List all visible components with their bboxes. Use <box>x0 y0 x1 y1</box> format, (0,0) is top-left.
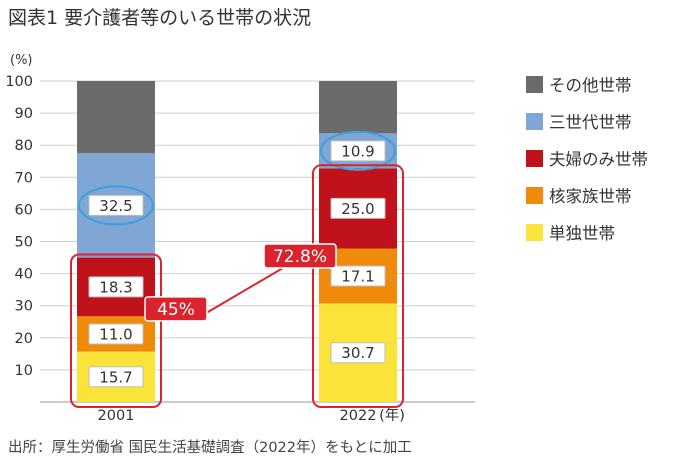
bar-segment <box>319 81 397 134</box>
legend-item: 夫婦のみ世帯 <box>526 148 648 169</box>
highlight-circle <box>78 185 154 226</box>
chart-legend: その他世帯三世代世帯夫婦のみ世帯 核家族世帯単独世帯 <box>526 74 648 259</box>
callout-45-percent-box <box>144 296 208 322</box>
legend-label: 夫婦のみ世帯 <box>549 150 648 169</box>
legend-item: その他世帯 <box>526 74 648 95</box>
data-label: 11.0 <box>99 325 132 343</box>
y-axis-unit-label: (%) <box>10 53 33 68</box>
data-label: 17.1 <box>341 268 374 286</box>
x-axis-unit-label: (年) <box>379 407 405 424</box>
highlight-bracket <box>312 164 404 408</box>
y-tick-label: 70 <box>15 170 33 186</box>
highlight-circle <box>320 130 396 171</box>
legend-swatch <box>526 75 543 93</box>
highlight-bracket <box>70 253 162 408</box>
legend-item: 三世代世帯 <box>526 111 648 132</box>
data-label: 30.7 <box>341 344 374 362</box>
y-tick-label: 40 <box>15 267 33 283</box>
y-tick-label: 10 <box>15 363 33 379</box>
data-label: 15.7 <box>99 368 132 386</box>
data-label-box <box>330 197 386 219</box>
data-label-box <box>88 276 144 298</box>
bar-segment <box>77 81 155 154</box>
legend-label: 三世代世帯 <box>549 113 632 132</box>
y-tick-label: 50 <box>15 235 33 251</box>
legend-label: 核家族世帯 <box>549 187 632 206</box>
data-label: 32.5 <box>99 197 132 215</box>
callout-72-8-percent: 72.8% <box>273 247 327 267</box>
data-label: 25.0 <box>341 200 374 218</box>
legend-swatch <box>526 186 543 204</box>
legend-swatch <box>526 149 543 167</box>
data-label: 18.3 <box>99 278 132 296</box>
source-note: 出所：厚生労働省 国民生活基礎調査（2022年）をもとに加工 <box>8 440 412 456</box>
callout-45-percent: 45% <box>157 300 195 320</box>
data-label-box <box>330 140 386 162</box>
y-tick-label: 80 <box>15 138 33 154</box>
data-label: 10.9 <box>341 142 374 160</box>
y-tick-label: 100 <box>5 74 33 90</box>
callout-72-8-percent-box <box>263 243 337 269</box>
data-label-box <box>330 342 386 364</box>
data-label-box <box>88 366 144 388</box>
chart-title: 図表1 要介護者等のいる世帯の状況 <box>8 7 312 29</box>
y-tick-label: 30 <box>15 299 33 315</box>
data-label-box <box>88 323 144 345</box>
legend-swatch <box>526 112 543 130</box>
y-tick-label: 90 <box>15 106 33 122</box>
data-label-box <box>330 265 386 287</box>
x-tick-label: 2001 <box>98 408 135 424</box>
y-tick-label: 60 <box>15 202 33 218</box>
legend-item: 核家族世帯 <box>526 185 648 206</box>
legend-item: 単独世帯 <box>526 222 648 243</box>
legend-swatch <box>526 223 543 241</box>
data-label-box <box>88 194 144 216</box>
y-tick-label: 20 <box>15 331 33 347</box>
legend-label: その他世帯 <box>549 76 632 95</box>
x-tick-label: 2022 <box>340 408 377 424</box>
legend-label: 単独世帯 <box>549 224 615 243</box>
